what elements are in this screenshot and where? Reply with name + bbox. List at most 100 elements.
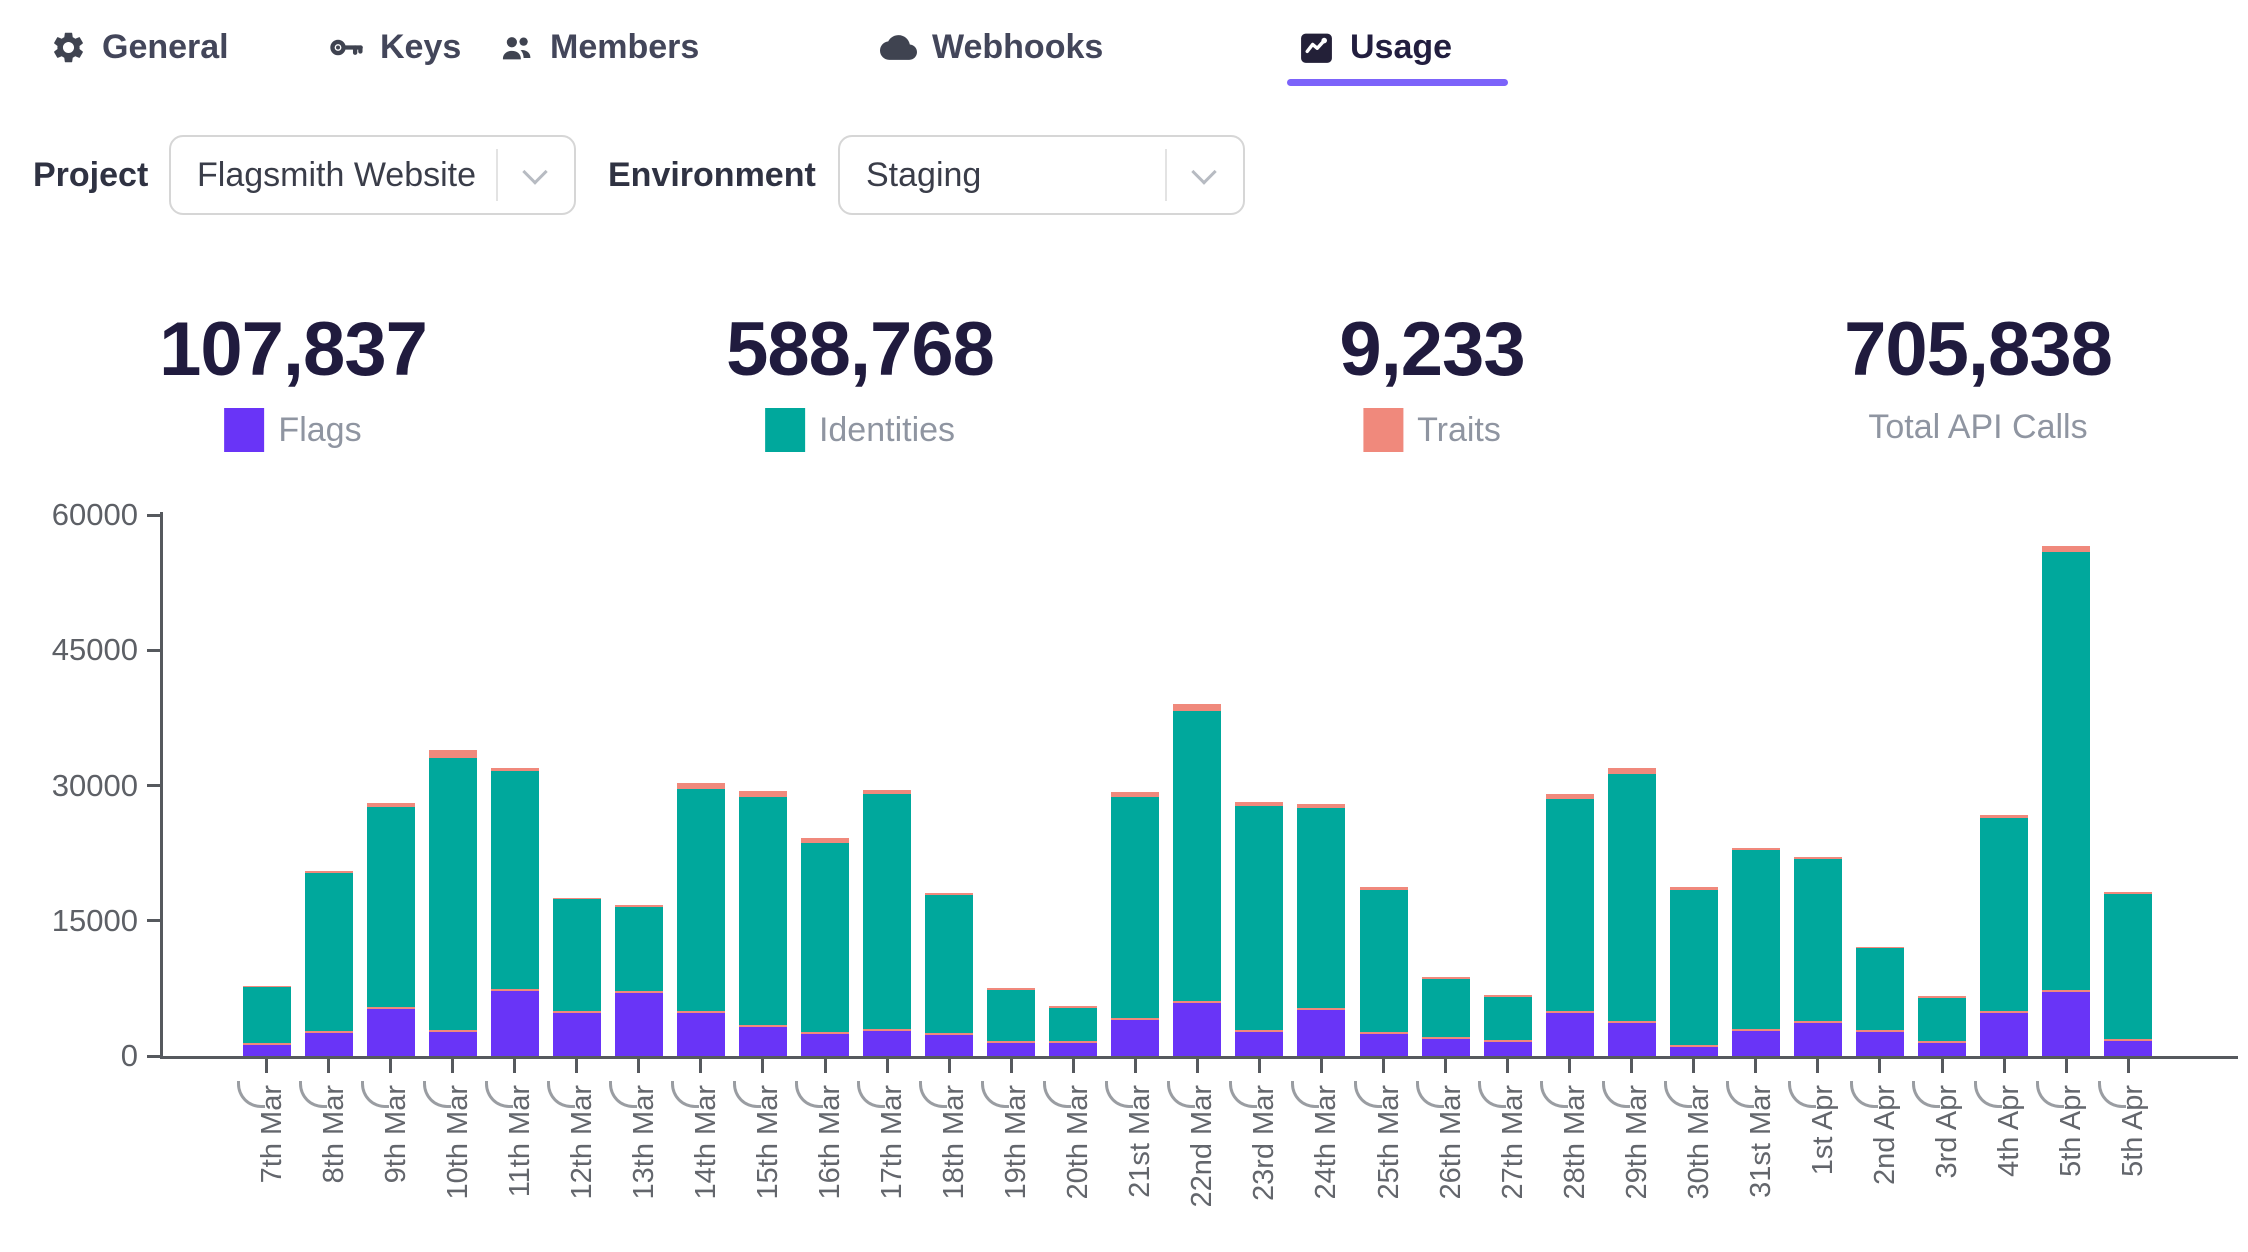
bar-segment-divider bbox=[1049, 1040, 1098, 1043]
tab-general[interactable]: General bbox=[50, 22, 229, 72]
bar-segment-divider bbox=[2042, 989, 2091, 992]
bar-segment-divider bbox=[614, 990, 663, 993]
environment-select-value: Staging bbox=[866, 155, 982, 194]
x-axis-label: 5th Apr bbox=[2117, 1085, 2150, 1177]
tab-members[interactable]: Members bbox=[498, 22, 699, 72]
bar bbox=[242, 985, 291, 1056]
bar-segment-traits bbox=[304, 871, 353, 873]
bar-segment-traits bbox=[863, 789, 912, 795]
bar-segment-traits bbox=[1855, 946, 1904, 949]
bar-segment-divider bbox=[801, 1031, 849, 1034]
x-axis-label: 12th Mar bbox=[565, 1085, 598, 1200]
bar-segment-traits bbox=[1483, 995, 1532, 997]
x-axis-tick bbox=[1568, 1059, 1572, 1073]
bar-segment-identities bbox=[1980, 817, 2029, 1012]
bar-segment-flags bbox=[242, 1045, 291, 1056]
bar-segment-flags bbox=[925, 1034, 974, 1056]
x-axis-tick bbox=[637, 1059, 641, 1073]
identities-legend-swatch bbox=[764, 408, 805, 452]
bar-segment-identities bbox=[1235, 806, 1284, 1031]
stat-total-api-calls: 705,838 Total API Calls bbox=[1844, 307, 2113, 447]
bar bbox=[1793, 857, 1842, 1056]
tab-label: Keys bbox=[380, 27, 462, 66]
x-axis-tick bbox=[2126, 1059, 2130, 1073]
x-axis-label: 2nd Apr bbox=[1868, 1085, 1901, 1185]
x-axis-label: 23rd Mar bbox=[1248, 1085, 1281, 1202]
x-axis-label: 27th Mar bbox=[1496, 1085, 1529, 1200]
x-axis-tick bbox=[2002, 1059, 2006, 1073]
x-axis-label: 24th Mar bbox=[1310, 1085, 1343, 1200]
bar bbox=[428, 749, 477, 1056]
bar-segment-divider bbox=[676, 1011, 725, 1014]
x-axis-tick bbox=[2064, 1059, 2068, 1073]
x-axis-tick bbox=[327, 1059, 331, 1073]
bar-segment-flags bbox=[676, 1013, 725, 1056]
bar-segment-identities bbox=[863, 794, 912, 1030]
x-axis-tick bbox=[1133, 1059, 1137, 1073]
bar bbox=[1669, 887, 1718, 1056]
bar-segment-flags bbox=[614, 992, 663, 1056]
bar-segment-identities bbox=[676, 789, 725, 1012]
bar-segment-flags bbox=[738, 1027, 787, 1056]
bar-segment-divider bbox=[1297, 1008, 1346, 1010]
bar-segment-flags bbox=[552, 1013, 601, 1056]
tab-webhooks[interactable]: Webhooks bbox=[880, 22, 1103, 72]
x-axis bbox=[160, 1056, 2238, 1059]
x-axis-tick bbox=[1319, 1059, 1323, 1073]
stat-traits: 9,233 Traits bbox=[1339, 312, 1526, 452]
x-axis-label: 30th Mar bbox=[1682, 1085, 1715, 1200]
bar-segment-identities bbox=[1731, 849, 1780, 1030]
x-axis-label: 4th Apr bbox=[1993, 1085, 2026, 1177]
bar bbox=[2104, 892, 2153, 1056]
bar-segment-divider bbox=[1980, 1011, 2029, 1014]
x-axis-label: 18th Mar bbox=[938, 1085, 971, 1200]
x-axis-tick bbox=[1195, 1059, 1199, 1073]
bar bbox=[304, 871, 353, 1056]
bar-segment-identities bbox=[2042, 551, 2091, 990]
bar-segment-identities bbox=[304, 872, 353, 1031]
members-icon bbox=[502, 36, 531, 59]
x-axis-tick bbox=[513, 1059, 517, 1073]
stat-total-api-calls-value: 705,838 bbox=[1844, 307, 2113, 392]
bar bbox=[2042, 545, 2091, 1056]
bar-segment-traits bbox=[1793, 857, 1842, 859]
bar-segment-divider bbox=[863, 1029, 912, 1032]
bar-segment-traits bbox=[987, 988, 1036, 990]
bar-segment-flags bbox=[863, 1031, 912, 1056]
flags-legend-swatch bbox=[224, 408, 265, 452]
bar-segment-divider bbox=[2104, 1039, 2153, 1042]
bar bbox=[1111, 792, 1160, 1056]
bar-segment-flags bbox=[1731, 1031, 1780, 1056]
x-axis-tick bbox=[1506, 1059, 1510, 1073]
bar-segment-traits bbox=[925, 892, 974, 895]
bar-segment-traits bbox=[1669, 887, 1718, 891]
x-axis-tick bbox=[1692, 1059, 1696, 1073]
bar-segment-divider bbox=[1545, 1011, 1594, 1014]
stat-flags-value: 107,837 bbox=[159, 307, 428, 392]
bar-segment-divider bbox=[738, 1025, 787, 1028]
x-axis-tick bbox=[947, 1059, 951, 1073]
x-axis-label: 10th Mar bbox=[441, 1085, 474, 1200]
bar-segment-traits bbox=[2104, 892, 2153, 895]
bar-segment-divider bbox=[1111, 1017, 1160, 1020]
bar-segment-traits bbox=[366, 803, 415, 808]
bar bbox=[1545, 793, 1594, 1056]
x-axis-label: 16th Mar bbox=[814, 1085, 846, 1200]
bar-segment-traits bbox=[1918, 996, 1967, 998]
environment-select[interactable]: Staging bbox=[838, 135, 1245, 215]
bar bbox=[925, 892, 974, 1056]
bar bbox=[1483, 995, 1532, 1056]
bar-segment-traits bbox=[801, 838, 849, 843]
tab-keys[interactable]: Keys bbox=[328, 22, 461, 72]
bar-segment-flags bbox=[428, 1032, 477, 1056]
bar bbox=[1297, 803, 1346, 1056]
bar-segment-flags bbox=[1607, 1023, 1656, 1056]
bar-segment-flags bbox=[2104, 1041, 2153, 1056]
bar-segment-identities bbox=[428, 757, 477, 1031]
environment-label: Environment bbox=[608, 155, 816, 194]
project-select[interactable]: Flagsmith Website bbox=[169, 135, 576, 215]
bar-segment-traits bbox=[1545, 793, 1594, 800]
x-axis-label: 11th Mar bbox=[503, 1085, 536, 1198]
tab-usage[interactable]: Usage bbox=[1298, 22, 1452, 72]
bar-segment-divider bbox=[428, 1030, 477, 1033]
